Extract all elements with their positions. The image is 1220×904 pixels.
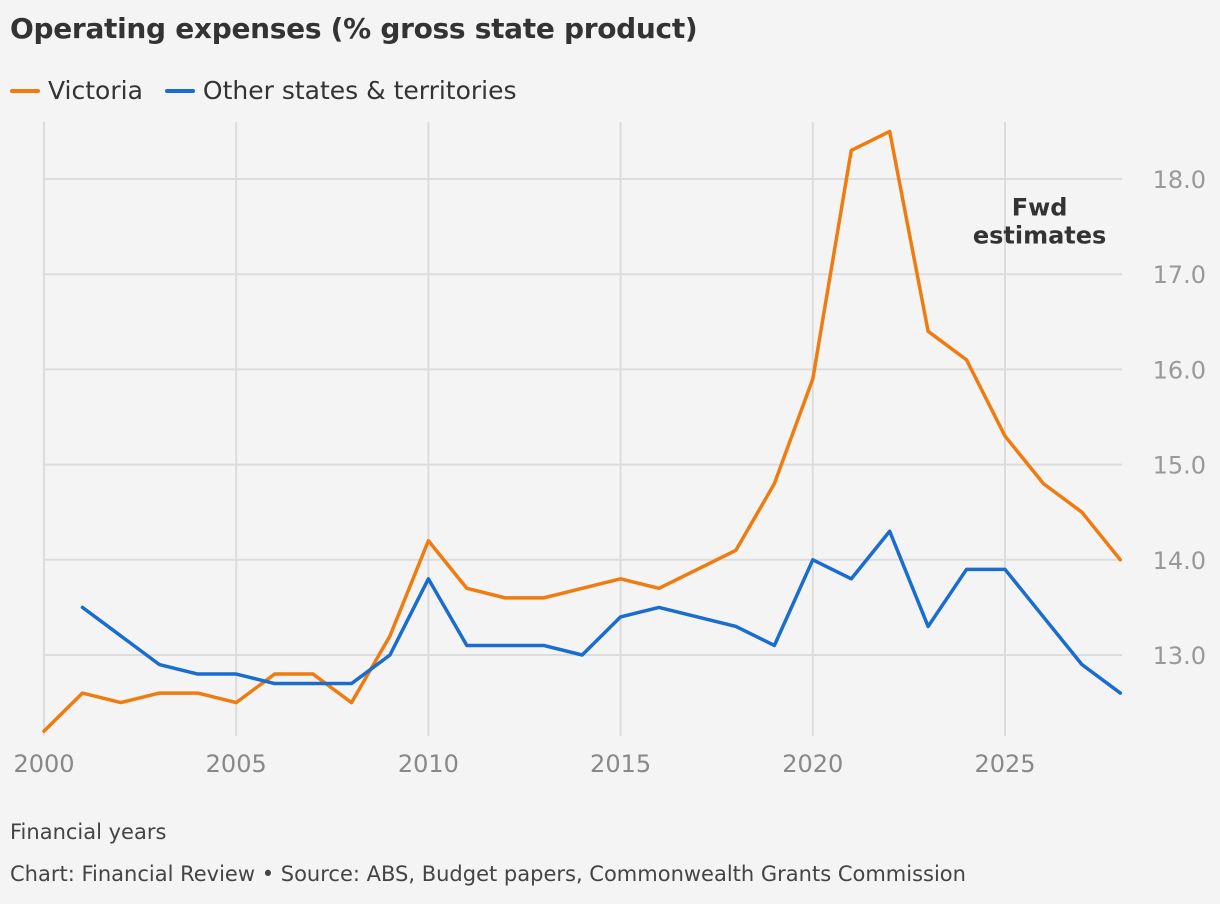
x-axis-label: Financial years [10, 820, 167, 844]
series-line-victoria [42, 129, 1123, 733]
y-tick-label: 14.0 [1153, 547, 1206, 575]
y-tick-label: 15.0 [1153, 452, 1206, 480]
annotation-fwd-estimates: Fwd [1012, 194, 1068, 222]
x-tick-label: 2020 [782, 750, 843, 778]
x-tick-label: 2015 [590, 750, 651, 778]
legend-item-other: Other states & territories [164, 76, 517, 105]
legend-swatch [10, 88, 40, 93]
x-tick-label: 2000 [13, 750, 74, 778]
y-tick-label: 16.0 [1153, 356, 1206, 384]
y-tick-label: 18.0 [1153, 166, 1206, 194]
x-tick-label: 2010 [398, 750, 459, 778]
y-tick-label: 13.0 [1153, 642, 1206, 670]
legend-label: Victoria [48, 76, 143, 105]
legend-swatch [164, 88, 195, 93]
y-tick-label: 17.0 [1153, 261, 1206, 289]
legend: Victoria Other states & territories [10, 76, 517, 105]
x-tick-label: 2025 [974, 750, 1035, 778]
chart-title: Operating expenses (% gross state produc… [10, 12, 698, 45]
series-line-other-states [80, 529, 1123, 695]
source-note: Chart: Financial Review • Source: ABS, B… [10, 862, 966, 886]
annotation-fwd-estimates: estimates [973, 222, 1107, 250]
legend-label: Other states & territories [202, 76, 517, 105]
legend-item-victoria: Victoria [10, 76, 143, 105]
line-chart: 2000 2005 2010 2015 2020 2025 13.0 14.0 15.0 16.0… [13, 121, 1206, 778]
x-tick-label: 2005 [206, 750, 267, 778]
